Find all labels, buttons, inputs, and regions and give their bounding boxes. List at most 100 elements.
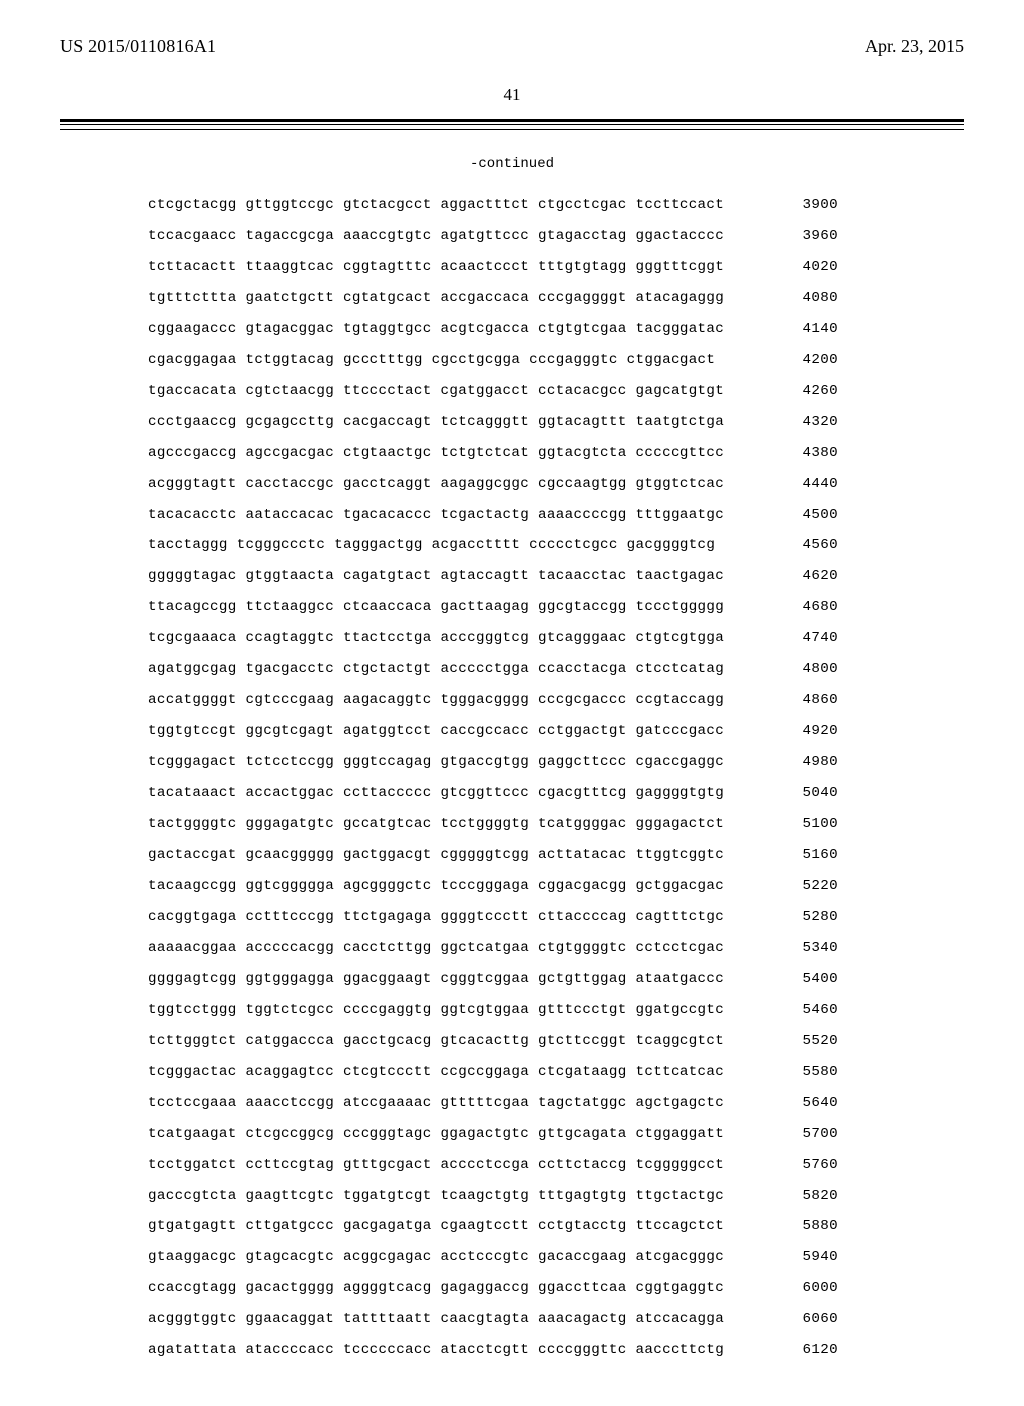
sequence-row: agatggcgag tgacgacctc ctgctactgt accccct… <box>148 654 964 685</box>
sequence-row: agatattata ataccccacc tccccccacc atacctc… <box>148 1335 964 1366</box>
sequence-text: tcgcgaaaca ccagtaggtc ttactcctga acccggg… <box>148 623 768 654</box>
sequence-position: 5760 <box>768 1150 838 1181</box>
sequence-text: ttacagccgg ttctaaggcc ctcaaccaca gacttaa… <box>148 592 768 623</box>
sequence-row: gactaccgat gcaacggggg gactggacgt cgggggt… <box>148 840 964 871</box>
sequence-position: 5520 <box>768 1026 838 1057</box>
sequence-row: tcgggagact tctcctccgg gggtccagag gtgaccg… <box>148 747 964 778</box>
sequence-text: tggtcctggg tggtctcgcc ccccgaggtg ggtcgtg… <box>148 995 768 1026</box>
sequence-row: tcctccgaaa aaacctccgg atccgaaaac gtttttc… <box>148 1088 964 1119</box>
sequence-row: tacaagccgg ggtcgggggа agcggggctc tcccggg… <box>148 871 964 902</box>
sequence-row: cacggtgaga cctttcccgg ttctgagaga ggggtcc… <box>148 902 964 933</box>
sequence-text: agatggcgag tgacgacctc ctgctactgt accccct… <box>148 654 768 685</box>
sequence-text: tacataaact accactggac ccttaccccc gtcggtt… <box>148 778 768 809</box>
sequence-position: 4620 <box>768 561 838 592</box>
sequence-row: ggggagtcgg ggtgggagga ggacggaagt cgggtcg… <box>148 964 964 995</box>
sequence-position: 5580 <box>768 1057 838 1088</box>
sequence-text: gtgatgagtt cttgatgccc gacgagatga cgaagtc… <box>148 1211 768 1242</box>
sequence-text: tggtgtccgt ggcgtcgagt agatggtcct caccgcc… <box>148 716 768 747</box>
sequence-position: 4860 <box>768 685 838 716</box>
sequence-text: acgggtagtt cacctaccgc gacctcaggt aagaggc… <box>148 469 768 500</box>
sequence-position: 5160 <box>768 840 838 871</box>
sequence-row: gggggtagac gtggtaacta cagatgtact agtacca… <box>148 561 964 592</box>
sequence-row: tactggggtc gggagatgtc gccatgtcac tcctggg… <box>148 809 964 840</box>
sequence-text: tacctaggg tcgggccctc tagggactgg acgacctt… <box>148 530 768 561</box>
sequence-row: tccacgaacc tagaccgcga aaaccgtgtc agatgtt… <box>148 221 964 252</box>
sequence-text: tcgggagact tctcctccgg gggtccagag gtgaccg… <box>148 747 768 778</box>
sequence-text: ccctgaaccg gcgagccttg cacgaccagt tctcagg… <box>148 407 768 438</box>
sequence-text: accatggggt cgtcccgaag aagacaggtc tgggacg… <box>148 685 768 716</box>
sequence-text: tacacacctc aataccacac tgacacaccc tcgacta… <box>148 500 768 531</box>
sequence-row: accatggggt cgtcccgaag aagacaggtc tgggacg… <box>148 685 964 716</box>
sequence-text: tcctggatct ccttccgtag gtttgcgact acccctc… <box>148 1150 768 1181</box>
sequence-text: tacaagccgg ggtcgggggа agcggggctc tcccggg… <box>148 871 768 902</box>
publication-number: US 2015/0110816A1 <box>60 36 216 57</box>
sequence-text: ggggagtcgg ggtgggagga ggacggaagt cgggtcg… <box>148 964 768 995</box>
sequence-text: gacccgtcta gaagttcgtc tggatgtcgt tcaagct… <box>148 1181 768 1212</box>
publication-date: Apr. 23, 2015 <box>865 36 964 57</box>
sequence-text: tcttacactt ttaaggtcac cggtagtttc acaactc… <box>148 252 768 283</box>
sequence-position: 3960 <box>768 221 838 252</box>
sequence-text: agatattata ataccccacc tccccccacc atacctc… <box>148 1335 768 1366</box>
sequence-text: cggaagaccc gtagacggac tgtaggtgcc acgtcga… <box>148 314 768 345</box>
sequence-row: cggaagaccc gtagacggac tgtaggtgcc acgtcga… <box>148 314 964 345</box>
sequence-row: tcttacactt ttaaggtcac cggtagtttc acaactc… <box>148 252 964 283</box>
sequence-position: 5100 <box>768 809 838 840</box>
sequence-row: tacacacctc aataccacac tgacacaccc tcgacta… <box>148 500 964 531</box>
sequence-row: cgacggagaa tctggtacag gccctttgg cgcctgcg… <box>148 345 964 376</box>
sequence-position: 5700 <box>768 1119 838 1150</box>
sequence-row: ctcgctacgg gttggtccgc gtctacgcct aggactt… <box>148 190 964 221</box>
sequence-position: 5340 <box>768 933 838 964</box>
sequence-position: 4140 <box>768 314 838 345</box>
sequence-position: 5040 <box>768 778 838 809</box>
sequence-position: 5400 <box>768 964 838 995</box>
rule-top <box>60 119 964 125</box>
sequence-position: 4740 <box>768 623 838 654</box>
sequence-position: 4380 <box>768 438 838 469</box>
sequence-position: 4560 <box>768 530 838 561</box>
sequence-text: ctcgctacgg gttggtccgc gtctacgcct aggactt… <box>148 190 768 221</box>
sequence-position: 4020 <box>768 252 838 283</box>
sequence-text: cacggtgaga cctttcccgg ttctgagaga ggggtcc… <box>148 902 768 933</box>
continued-label: -continued <box>60 156 964 172</box>
sequence-position: 4680 <box>768 592 838 623</box>
sequence-position: 4080 <box>768 283 838 314</box>
sequence-position: 5640 <box>768 1088 838 1119</box>
sequence-row: tacataaact accactggac ccttaccccc gtcggtt… <box>148 778 964 809</box>
sequence-row: agcccgaccg agccgacgac ctgtaactgc tctgtct… <box>148 438 964 469</box>
sequence-text: gactaccgat gcaacggggg gactggacgt cgggggt… <box>148 840 768 871</box>
sequence-text: tcttgggtct catggaccca gacctgcacg gtcacac… <box>148 1026 768 1057</box>
sequence-text: tgtttcttta gaatctgctt cgtatgcact accgacc… <box>148 283 768 314</box>
sequence-row: gtaaggacgc gtagcacgtc acggcgagac acctccc… <box>148 1242 964 1273</box>
sequence-text: cgacggagaa tctggtacag gccctttgg cgcctgcg… <box>148 345 768 376</box>
sequence-row: ccaccgtagg gacactgggg aggggtcacg gagagga… <box>148 1273 964 1304</box>
sequence-row: tcgggactac acaggagtcc ctcgtccctt ccgccgg… <box>148 1057 964 1088</box>
sequence-row: tcatgaagat ctcgccggcg cccgggtagc ggagact… <box>148 1119 964 1150</box>
page-number: 41 <box>60 85 964 105</box>
sequence-text: agcccgaccg agccgacgac ctgtaactgc tctgtct… <box>148 438 768 469</box>
sequence-position: 4320 <box>768 407 838 438</box>
sequence-row: tggtgtccgt ggcgtcgagt agatggtcct caccgcc… <box>148 716 964 747</box>
sequence-row: tggtcctggg tggtctcgcc ccccgaggtg ggtcgtg… <box>148 995 964 1026</box>
sequence-text: aaaaacggaa acccccacgg cacctcttgg ggctcat… <box>148 933 768 964</box>
sequence-position: 4980 <box>768 747 838 778</box>
sequence-row: ccctgaaccg gcgagccttg cacgaccagt tctcagg… <box>148 407 964 438</box>
sequence-row: aaaaacggaa acccccacgg cacctcttgg ggctcat… <box>148 933 964 964</box>
sequence-row: ttacagccgg ttctaaggcc ctcaaccaca gacttaa… <box>148 592 964 623</box>
sequence-position: 3900 <box>768 190 838 221</box>
sequence-position: 5280 <box>768 902 838 933</box>
sequence-position: 5220 <box>768 871 838 902</box>
sequence-position: 5880 <box>768 1211 838 1242</box>
sequence-position: 4800 <box>768 654 838 685</box>
sequence-row: tgtttcttta gaatctgctt cgtatgcact accgacc… <box>148 283 964 314</box>
sequence-position: 6120 <box>768 1335 838 1366</box>
sequence-text: tcatgaagat ctcgccggcg cccgggtagc ggagact… <box>148 1119 768 1150</box>
sequence-row: tcctggatct ccttccgtag gtttgcgact acccctc… <box>148 1150 964 1181</box>
sequence-text: ccaccgtagg gacactgggg aggggtcacg gagagga… <box>148 1273 768 1304</box>
sequence-row: tcgcgaaaca ccagtaggtc ttactcctga acccggg… <box>148 623 964 654</box>
sequence-row: acgggtagtt cacctaccgc gacctcaggt aagaggc… <box>148 469 964 500</box>
sequence-text: gtaaggacgc gtagcacgtc acggcgagac acctccc… <box>148 1242 768 1273</box>
sequence-text: tgaccacata cgtctaacgg ttcccctact cgatgga… <box>148 376 768 407</box>
sequence-row: tacctaggg tcgggccctc tagggactgg acgacctt… <box>148 530 964 561</box>
sequence-row: gacccgtcta gaagttcgtc tggatgtcgt tcaagct… <box>148 1181 964 1212</box>
sequence-block: ctcgctacgg gttggtccgc gtctacgcct aggactt… <box>148 190 964 1366</box>
